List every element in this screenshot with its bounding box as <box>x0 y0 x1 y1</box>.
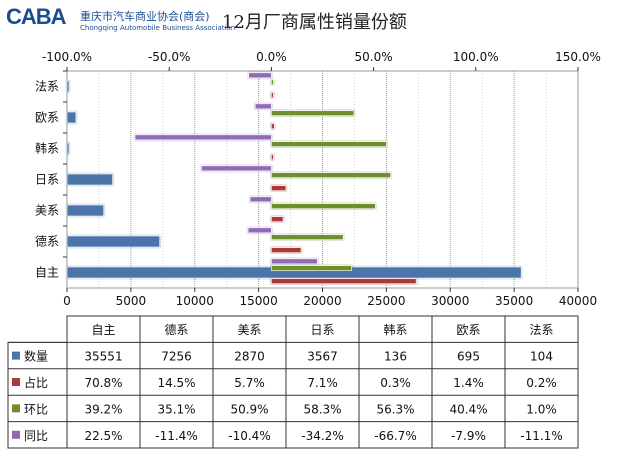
table-cell: 39.2% <box>84 402 122 416</box>
top-axis-tick-label: 50.0% <box>355 50 393 64</box>
bar-同比-法系 <box>248 72 272 79</box>
table-cell: 3567 <box>307 350 338 364</box>
top-axis-tick-label: -50.0% <box>148 50 190 64</box>
table-cell: 5.7% <box>234 376 265 390</box>
top-axis-tick-label: -100.0% <box>42 50 92 64</box>
table-header-cell: 自主 <box>91 323 115 337</box>
top-axis-tick-label: 150.0% <box>555 50 601 64</box>
table-cell: 0.3% <box>380 376 411 390</box>
table-cell: 695 <box>457 350 480 364</box>
bar-环比-欧系 <box>271 110 355 116</box>
table-header-cell: 德系 <box>164 322 188 337</box>
table-cell: 7256 <box>161 350 192 364</box>
bottom-axis-tick-label: 15000 <box>240 294 278 308</box>
bottom-axis-tick-label: 30000 <box>431 294 469 308</box>
category-label: 美系 <box>35 204 59 218</box>
logo: CABA 重庆市汽车商业协会(商会) Chongqing Automobile … <box>6 4 235 36</box>
table-header-cell: 美系 <box>237 323 261 337</box>
bar-数量-欧系 <box>66 111 77 124</box>
table-cell: 58.3% <box>303 402 341 416</box>
table-cell: -34.2% <box>301 429 343 443</box>
top-axis-tick-label: 0.0% <box>256 50 287 64</box>
bar-占比-韩系 <box>271 154 274 160</box>
logo-chinese-name: 重庆市汽车商业协会(商会) <box>80 10 210 23</box>
legend-label: 环比 <box>24 402 48 416</box>
bottom-axis-tick-label: 10000 <box>176 294 214 308</box>
bottom-axis-tick-label: 0 <box>63 294 71 308</box>
table-cell: 50.9% <box>230 402 268 416</box>
table-cell: 7.1% <box>307 376 338 390</box>
table-cell: 14.5% <box>157 376 195 390</box>
bar-占比-自主 <box>271 278 417 284</box>
legend-label: 数量 <box>24 349 48 364</box>
bar-环比-法系 <box>271 79 274 85</box>
table-cell: 1.4% <box>453 376 484 390</box>
chart-title: 12月厂商属性销量份额 <box>222 12 407 33</box>
legend-label: 同比 <box>24 429 48 443</box>
table-cell: 104 <box>530 350 553 364</box>
category-label: 法系 <box>35 80 59 94</box>
table-cell: -11.4% <box>155 429 197 443</box>
legend-swatch-占比 <box>12 378 20 386</box>
bar-数量-韩系 <box>66 142 70 155</box>
bottom-axis-tick-label: 25000 <box>367 294 405 308</box>
table-cell: 136 <box>384 350 407 364</box>
category-label: 自主 <box>35 266 59 280</box>
bar-数量-日系 <box>66 173 113 186</box>
bar-环比-日系 <box>271 172 391 178</box>
table-header-cell: 法系 <box>529 323 553 337</box>
bar-环比-自主 <box>271 265 352 271</box>
table-cell: 0.2% <box>526 376 557 390</box>
table-cell: 1.0% <box>526 402 557 416</box>
bottom-axis-tick-label: 35000 <box>495 294 533 308</box>
bottom-axis-tick-label: 20000 <box>303 294 341 308</box>
bar-同比-韩系 <box>134 134 272 141</box>
bar-同比-欧系 <box>254 103 272 110</box>
top-axis-tick-label: 100.0% <box>453 50 499 64</box>
legend-swatch-数量 <box>12 351 20 360</box>
table-cell: 35551 <box>84 350 122 364</box>
table-header-cell: 日系 <box>310 323 334 337</box>
table-cell: 56.3% <box>376 402 414 416</box>
bar-数量-德系 <box>66 235 160 248</box>
data-table <box>66 315 579 449</box>
table-cell: 70.8% <box>84 376 122 390</box>
bar-环比-美系 <box>271 203 376 209</box>
bar-占比-美系 <box>271 216 284 222</box>
bar-同比-自主 <box>271 258 318 265</box>
category-label: 韩系 <box>35 141 59 156</box>
table-header-cell: 韩系 <box>383 322 407 337</box>
logo-mark: CABA <box>6 4 67 29</box>
table-cell: 22.5% <box>84 429 122 443</box>
bar-环比-德系 <box>271 234 344 240</box>
bottom-axis-tick-label: 40000 <box>559 294 597 308</box>
legend-swatch-环比 <box>12 404 20 413</box>
bar-同比-德系 <box>247 227 272 234</box>
bar-占比-法系 <box>271 92 274 98</box>
bar-占比-德系 <box>271 247 302 253</box>
bar-同比-日系 <box>201 165 272 172</box>
legend-label: 占比 <box>24 375 48 390</box>
category-label: 欧系 <box>35 111 59 125</box>
bar-占比-欧系 <box>271 123 275 129</box>
logo-english-name: Chongqing Automobile Business Associatio… <box>80 24 236 32</box>
table-cell: -10.4% <box>228 429 270 443</box>
table-header-cell: 欧系 <box>456 323 480 337</box>
bar-数量-法系 <box>66 80 70 93</box>
table-cell: 35.1% <box>157 402 195 416</box>
bar-数量-美系 <box>66 204 104 217</box>
bottom-axis-tick-label: 5000 <box>116 294 147 308</box>
bar-环比-韩系 <box>271 141 387 147</box>
table-cell: 40.4% <box>449 402 487 416</box>
bar-占比-日系 <box>271 185 287 191</box>
table-cell: -11.1% <box>520 429 562 443</box>
bar-同比-美系 <box>249 196 272 203</box>
table-cell: -7.9% <box>451 429 486 443</box>
table-cell: 2870 <box>234 350 265 364</box>
table-cell: -66.7% <box>374 429 416 443</box>
category-label: 德系 <box>35 234 59 249</box>
category-label: 日系 <box>35 173 59 187</box>
legend-swatch-同比 <box>12 430 20 439</box>
